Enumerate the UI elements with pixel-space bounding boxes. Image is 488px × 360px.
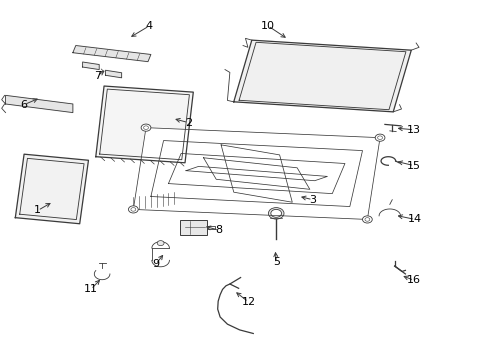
Polygon shape [15, 154, 88, 224]
Circle shape [364, 218, 369, 221]
Text: 5: 5 [272, 257, 279, 267]
Circle shape [131, 208, 136, 211]
Text: 6: 6 [20, 100, 27, 110]
Text: 9: 9 [152, 259, 159, 269]
FancyBboxPatch shape [180, 220, 206, 235]
Text: 2: 2 [184, 118, 192, 128]
Circle shape [143, 126, 148, 130]
Circle shape [157, 240, 163, 246]
Polygon shape [5, 95, 73, 113]
Polygon shape [133, 128, 379, 220]
Polygon shape [96, 86, 193, 163]
Circle shape [141, 124, 151, 131]
Text: 3: 3 [308, 195, 316, 205]
Text: 8: 8 [215, 225, 222, 235]
Text: 14: 14 [407, 215, 421, 224]
Circle shape [374, 134, 384, 141]
Polygon shape [82, 62, 99, 69]
Polygon shape [233, 40, 410, 112]
Text: 13: 13 [407, 125, 420, 135]
Text: 1: 1 [34, 206, 41, 216]
Text: 11: 11 [84, 284, 98, 294]
Circle shape [377, 136, 382, 139]
Text: 16: 16 [407, 275, 420, 285]
Text: 15: 15 [407, 161, 420, 171]
Circle shape [128, 206, 138, 213]
Text: 12: 12 [241, 297, 255, 307]
Circle shape [268, 208, 284, 219]
Circle shape [362, 216, 371, 223]
Circle shape [270, 210, 281, 217]
Text: 7: 7 [94, 71, 101, 81]
Text: 4: 4 [145, 21, 153, 31]
Polygon shape [73, 45, 151, 62]
Text: 10: 10 [261, 21, 274, 31]
Polygon shape [105, 70, 122, 78]
